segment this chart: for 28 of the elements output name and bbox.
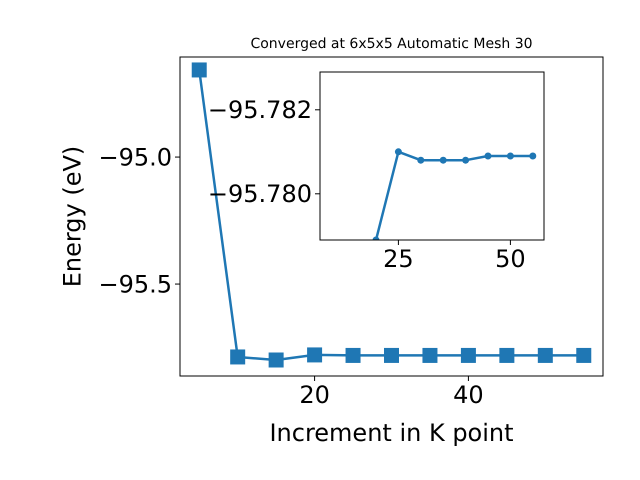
y-tick-label: −95.0 [98,143,172,172]
x-tick-label: 50 [495,245,526,274]
point [576,348,592,363]
point [394,148,402,156]
x-tick-label: 25 [383,245,414,274]
y-tick-label: −95.782 [208,96,312,124]
point [307,347,322,362]
point [499,348,514,363]
x-axis-title: Increment in K point [269,419,514,447]
point [529,152,536,160]
y-axis-title: Energy (eV) [58,146,86,288]
x-tick-label: 20 [299,381,330,410]
point [462,156,470,164]
point [384,348,399,363]
y-tick-label: −95.5 [98,270,172,298]
point [460,348,476,363]
point [440,156,447,164]
point [506,152,514,160]
point [538,348,553,363]
point [192,62,207,78]
point [417,156,424,164]
x-tick-label: 40 [453,381,484,410]
point [422,348,438,363]
point [484,152,492,160]
point [346,348,361,363]
chart-title: Converged at 6x5x5 Automatic Mesh 30 [250,36,533,52]
point [268,352,284,368]
point [230,349,246,364]
